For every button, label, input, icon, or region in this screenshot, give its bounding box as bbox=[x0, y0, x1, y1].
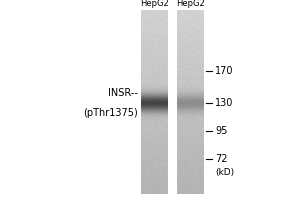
Text: 95: 95 bbox=[215, 126, 227, 136]
Text: 130: 130 bbox=[215, 98, 233, 108]
Text: 72: 72 bbox=[215, 154, 227, 164]
Text: HepG2: HepG2 bbox=[140, 0, 169, 8]
Text: (pThr1375): (pThr1375) bbox=[83, 108, 138, 118]
Text: HepG2: HepG2 bbox=[176, 0, 205, 8]
Text: 170: 170 bbox=[215, 66, 233, 76]
Text: (kD): (kD) bbox=[215, 168, 234, 178]
Text: INSR--: INSR-- bbox=[108, 88, 138, 98]
